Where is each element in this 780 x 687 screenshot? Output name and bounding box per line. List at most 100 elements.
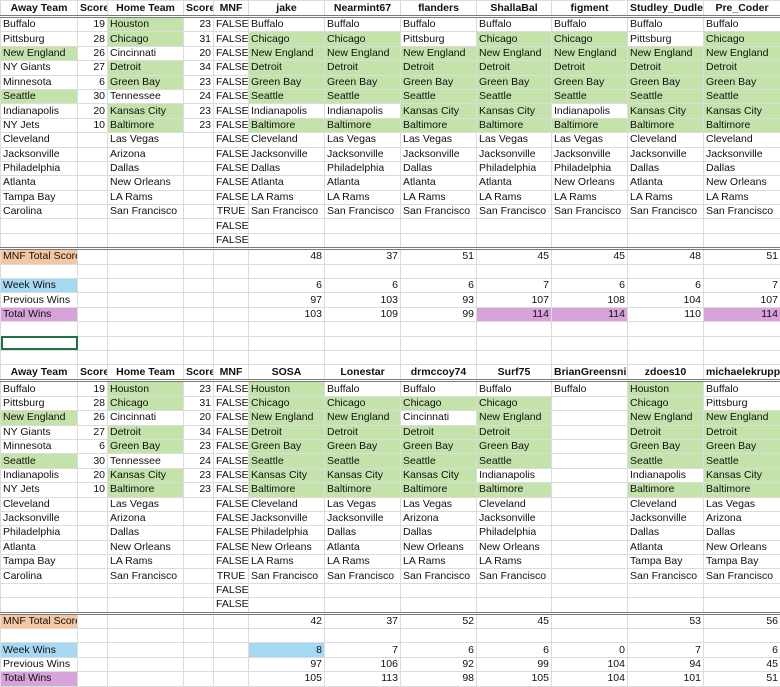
empty-cell[interactable] [325, 350, 401, 364]
pick-cell[interactable]: Green Bay [704, 75, 780, 89]
pick-cell[interactable] [552, 396, 628, 410]
pick-cell[interactable]: New England [325, 411, 401, 425]
pick-cell[interactable]: Philadelphia [325, 161, 401, 175]
home-score-cell[interactable]: 34 [184, 425, 214, 439]
empty-cell[interactable] [184, 629, 214, 643]
mnf-cell[interactable]: FALSE [214, 118, 249, 132]
mnf-cell[interactable]: FALSE [214, 133, 249, 147]
mnf-total-value[interactable]: 37 [325, 249, 401, 264]
pick-cell[interactable]: LA Rams [401, 190, 477, 204]
empty-cell[interactable] [552, 264, 628, 278]
pick-cell[interactable]: Cleveland [249, 133, 325, 147]
total-wins-value[interactable]: 110 [628, 307, 704, 321]
pick-cell[interactable]: New England [325, 46, 401, 60]
empty-cell[interactable] [214, 629, 249, 643]
previous-wins-value[interactable]: 94 [628, 657, 704, 671]
home-score-cell[interactable] [184, 205, 214, 219]
empty-cell[interactable] [552, 350, 628, 364]
pick-cell[interactable]: Buffalo [704, 381, 780, 396]
empty-cell[interactable] [477, 629, 552, 643]
empty-cell[interactable] [628, 264, 704, 278]
pick-cell[interactable]: Jacksonville [552, 147, 628, 161]
away-score-cell[interactable]: 27 [78, 61, 108, 75]
away-score-cell[interactable] [78, 147, 108, 161]
pick-cell[interactable]: San Francisco [401, 205, 477, 219]
empty-cell[interactable] [78, 672, 108, 686]
empty-cell[interactable] [477, 322, 552, 336]
pick-cell[interactable]: Buffalo [704, 17, 780, 32]
away-team-cell[interactable]: Indianapolis [1, 104, 78, 118]
pick-cell[interactable]: Baltimore [704, 118, 780, 132]
pick-cell[interactable]: New England [628, 411, 704, 425]
pick-cell[interactable] [552, 439, 628, 453]
previous-wins-value[interactable]: 92 [401, 657, 477, 671]
empty-cell[interactable] [401, 264, 477, 278]
pick-cell[interactable]: Buffalo [477, 381, 552, 396]
pick-cell[interactable]: Dallas [249, 161, 325, 175]
home-team-cell[interactable]: Las Vegas [108, 133, 184, 147]
empty-cell[interactable] [325, 336, 401, 350]
empty-cell[interactable] [214, 264, 249, 278]
pick-cell[interactable]: Detroit [477, 425, 552, 439]
previous-wins-label[interactable]: Previous Wins [1, 293, 78, 307]
empty-cell[interactable] [214, 350, 249, 364]
pick-cell[interactable]: Jacksonville [401, 147, 477, 161]
empty-cell[interactable] [184, 613, 214, 628]
header-mnf[interactable]: MNF [214, 365, 249, 381]
mnf-total-value[interactable]: 48 [249, 249, 325, 264]
pick-cell[interactable]: Kansas City [704, 104, 780, 118]
empty-cell[interactable] [108, 279, 184, 293]
away-team-cell[interactable]: New England [1, 411, 78, 425]
empty-cell[interactable] [704, 629, 780, 643]
mnf-cell[interactable]: FALSE [214, 104, 249, 118]
home-score-cell[interactable] [184, 569, 214, 583]
pick-cell[interactable] [704, 219, 780, 233]
pick-cell[interactable]: San Francisco [704, 569, 780, 583]
pick-cell[interactable]: Chicago [249, 32, 325, 46]
home-team-cell[interactable]: Chicago [108, 32, 184, 46]
pick-cell[interactable]: Seattle [628, 454, 704, 468]
pick-cell[interactable]: LA Rams [704, 190, 780, 204]
pick-cell[interactable]: Buffalo [477, 17, 552, 32]
pick-cell[interactable]: Arizona [704, 511, 780, 525]
mnf-cell[interactable]: FALSE [214, 483, 249, 497]
away-team-cell[interactable] [1, 583, 78, 597]
pick-cell[interactable]: Kansas City [628, 104, 704, 118]
header-away[interactable]: Away Team [1, 365, 78, 381]
pick-cell[interactable]: Chicago [325, 396, 401, 410]
mnf-cell[interactable]: FALSE [214, 190, 249, 204]
home-score-cell[interactable]: 20 [184, 411, 214, 425]
pick-cell[interactable]: Jacksonville [704, 147, 780, 161]
mnf-cell[interactable]: FALSE [214, 161, 249, 175]
pick-cell[interactable]: Chicago [401, 396, 477, 410]
mnf-cell[interactable]: FALSE [214, 468, 249, 482]
header-player[interactable]: Surf75 [477, 365, 552, 381]
empty-cell[interactable] [214, 249, 249, 264]
empty-cell[interactable] [184, 307, 214, 321]
empty-cell[interactable] [184, 264, 214, 278]
empty-cell[interactable] [184, 279, 214, 293]
away-team-cell[interactable] [1, 219, 78, 233]
pick-cell[interactable]: Philadelphia [249, 526, 325, 540]
previous-wins-value[interactable]: 104 [628, 293, 704, 307]
week-wins-value[interactable]: 6 [704, 643, 780, 657]
pick-cell[interactable]: Baltimore [325, 118, 401, 132]
total-wins-label[interactable]: Total Wins [1, 307, 78, 321]
pick-cell[interactable]: Atlanta [401, 176, 477, 190]
pick-cell[interactable]: Las Vegas [552, 133, 628, 147]
away-score-cell[interactable] [78, 540, 108, 554]
pick-cell[interactable]: Baltimore [325, 483, 401, 497]
header-player[interactable]: Lonestar [325, 365, 401, 381]
home-score-cell[interactable]: 20 [184, 46, 214, 60]
pick-cell[interactable] [552, 598, 628, 613]
empty-cell[interactable] [477, 336, 552, 350]
week-wins-value[interactable]: 6 [401, 643, 477, 657]
pick-cell[interactable]: New Orleans [704, 176, 780, 190]
empty-cell[interactable] [108, 672, 184, 686]
pick-cell[interactable]: Baltimore [249, 483, 325, 497]
previous-wins-value[interactable]: 104 [552, 657, 628, 671]
pick-cell[interactable]: New England [552, 46, 628, 60]
empty-cell[interactable] [1, 264, 78, 278]
pick-cell[interactable]: Green Bay [401, 439, 477, 453]
pick-cell[interactable]: LA Rams [249, 190, 325, 204]
